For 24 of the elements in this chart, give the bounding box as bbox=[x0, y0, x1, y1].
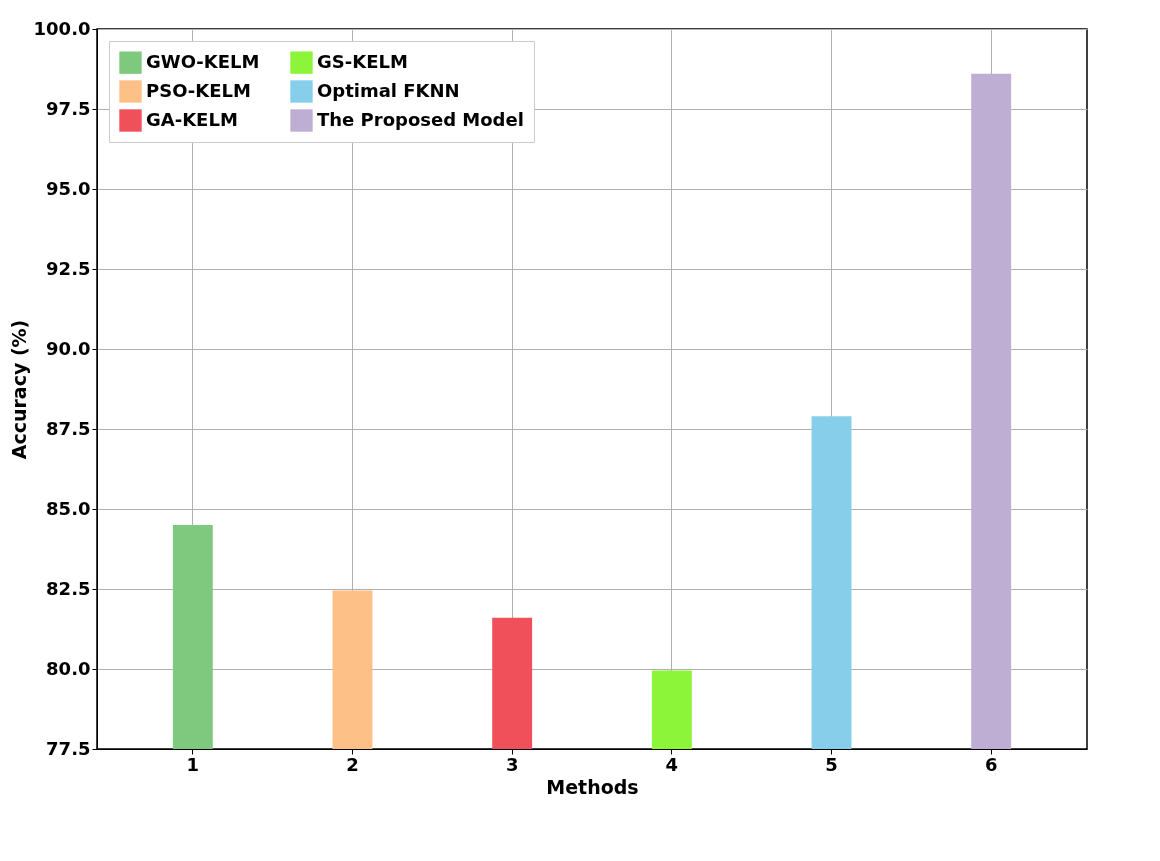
x-tick-label: 2 bbox=[346, 753, 359, 775]
legend-label: The Proposed Model bbox=[317, 108, 524, 130]
x-tick-label: 4 bbox=[665, 753, 679, 775]
y-tick-label: 87.5 bbox=[46, 417, 91, 439]
x-tick-label: 1 bbox=[186, 753, 200, 775]
y-tick-label: 85.0 bbox=[46, 497, 91, 519]
y-tick-label: 77.5 bbox=[46, 737, 91, 759]
y-tick-label: 95.0 bbox=[46, 177, 91, 199]
x-tick-label: 3 bbox=[505, 753, 519, 775]
y-tick-label: 97.5 bbox=[46, 97, 91, 119]
legend-label: GS-KELM bbox=[317, 50, 408, 72]
y-tick-label: 90.0 bbox=[46, 337, 91, 359]
y-tick-label: 100.0 bbox=[33, 17, 91, 39]
y-tick-label: 80.0 bbox=[46, 657, 91, 679]
y-tick-label: 82.5 bbox=[46, 577, 91, 599]
legend-label: GA-KELM bbox=[146, 108, 238, 130]
y-tick-label: 92.5 bbox=[46, 257, 91, 279]
legend-label: Optimal FKNN bbox=[317, 79, 460, 101]
legend-label: PSO-KELM bbox=[146, 79, 251, 101]
legend-label: GWO-KELM bbox=[146, 50, 260, 72]
y-axis-title: Accuracy (%) bbox=[7, 319, 30, 460]
x-tick-label: 6 bbox=[984, 753, 998, 775]
x-axis-title: Methods bbox=[546, 775, 639, 798]
x-tick-label: 5 bbox=[825, 753, 838, 775]
